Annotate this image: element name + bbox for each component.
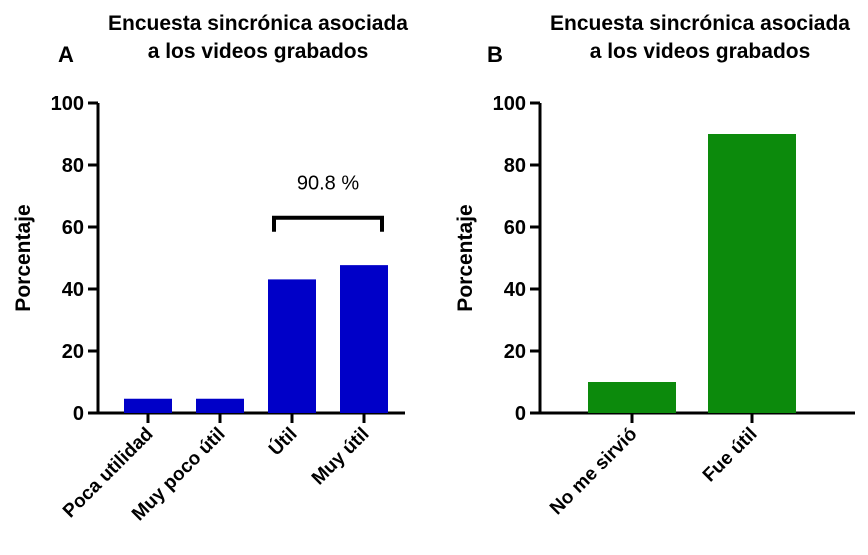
- panel-a-label: A: [58, 42, 74, 67]
- panel-b-x-tick-label: Fue útil: [699, 424, 762, 487]
- panel-a-bar: [196, 398, 244, 413]
- panel-b-y-tick-label: 0: [515, 403, 526, 425]
- panel-b: B Encuesta sincrónica asociada a los vid…: [454, 12, 855, 519]
- panel-b-y-tick-label: 80: [504, 155, 526, 177]
- panel-b-y-axis-label: Porcentaje: [454, 204, 477, 311]
- panel-b-y-tick-label: 40: [504, 279, 526, 301]
- panel-b-title-line-2: a los videos grabados: [590, 40, 811, 63]
- panel-a-y-tick-label: 80: [62, 155, 84, 177]
- panel-a-y-tick-label: 40: [62, 279, 84, 301]
- panel-a-title-line-2: a los videos grabados: [148, 40, 369, 63]
- panel-a-y-tick-label: 100: [51, 93, 84, 115]
- panel-b-label: B: [487, 42, 503, 67]
- panel-a-bar: [268, 279, 316, 413]
- panel-b-plot: 0 20 40 60 80 100 No me sirvió Fue útil: [493, 93, 855, 519]
- panel-a-y-tick-label: 0: [73, 403, 84, 425]
- panel-b-x-tick-label: No me sirvió: [546, 424, 641, 519]
- panel-a-x-tick-label: Muy útil: [308, 424, 374, 490]
- panel-a: A Encuesta sincrónica asociada a los vid…: [12, 12, 408, 525]
- panel-b-y-tick-label: 20: [504, 341, 526, 363]
- panel-a-annotation-bracket: [272, 215, 384, 232]
- panel-a-x-tick-label: Útil: [264, 423, 301, 460]
- panel-b-bar: [588, 382, 676, 413]
- panel-b-bar: [708, 134, 796, 413]
- panel-a-bar: [340, 265, 388, 413]
- panel-b-title-line-1: Encuesta sincrónica asociada: [550, 12, 850, 35]
- panel-a-y-axis-label: Porcentaje: [12, 204, 35, 311]
- panel-a-y-tick-label: 60: [62, 217, 84, 239]
- panel-a-bar: [124, 398, 172, 413]
- panel-a-y-tick-label: 20: [62, 341, 84, 363]
- panel-b-y-tick-label: 60: [504, 217, 526, 239]
- panel-a-title-line-1: Encuesta sincrónica asociada: [108, 12, 408, 35]
- panel-a-annotation-label: 90.8 %: [297, 173, 359, 195]
- panel-b-y-tick-label: 100: [493, 93, 526, 115]
